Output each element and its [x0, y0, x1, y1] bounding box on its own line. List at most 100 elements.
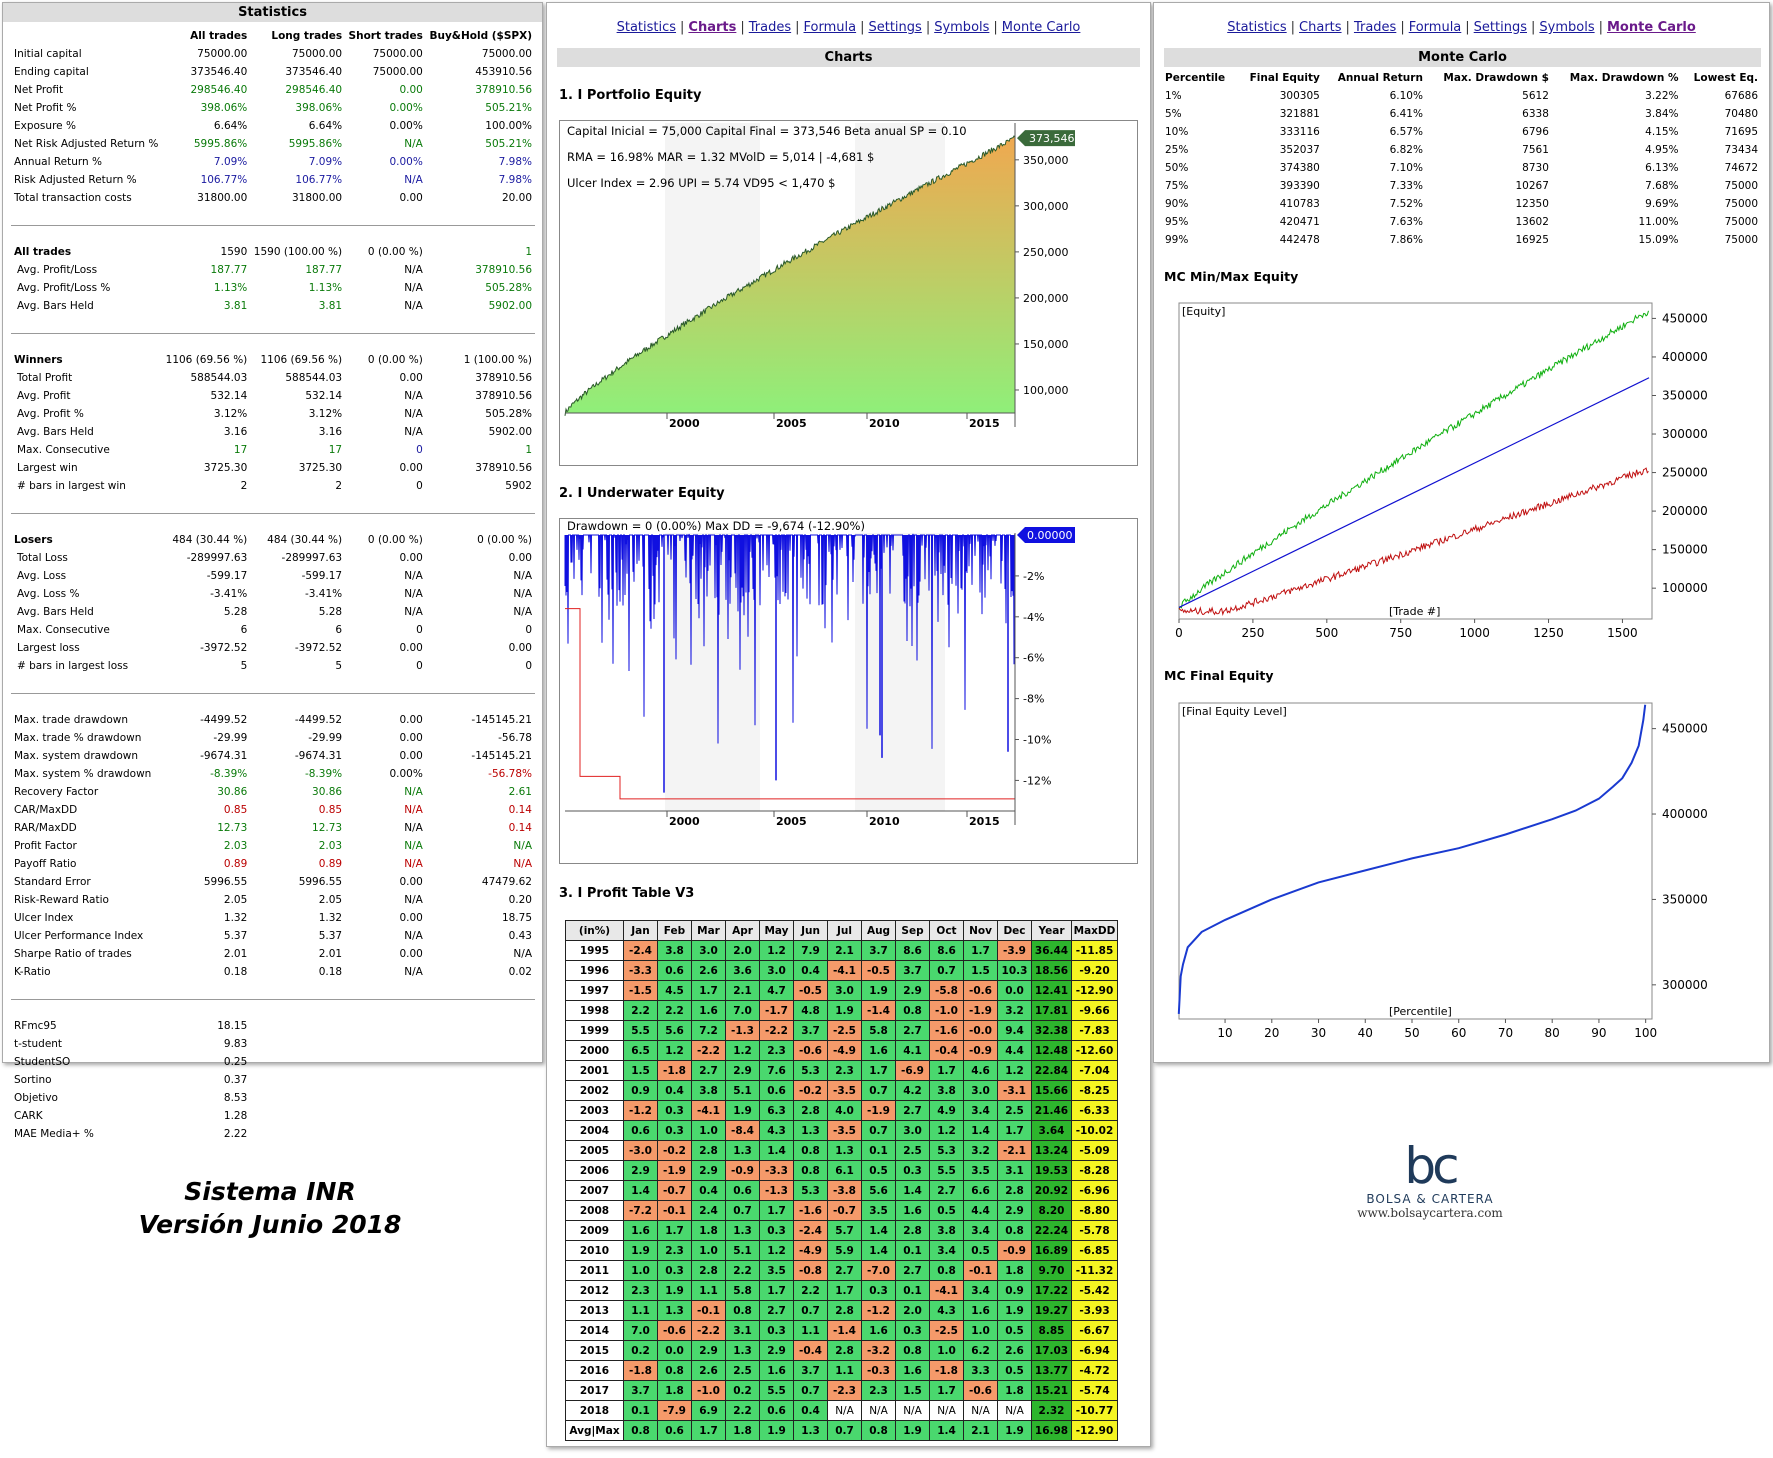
profit-cell: 1.4	[929, 1420, 964, 1441]
nav-link-charts[interactable]: Charts	[1299, 20, 1342, 35]
stats-value: 1	[525, 444, 532, 456]
profit-cell: N/A	[963, 1400, 998, 1421]
stats-value: N/A	[404, 264, 423, 276]
stats-value: 2.01	[223, 948, 248, 960]
stats-gap	[11, 225, 535, 243]
stats-row: Avg. Bars Held 3.81 3.81 N/A 5902.00	[11, 297, 535, 315]
profit-cell: 0.5	[963, 1240, 998, 1261]
system-title-line1: Sistema INR	[184, 1177, 356, 1206]
profit-cell: 2.8	[895, 1220, 930, 1241]
mc-cell: 6.41%	[1389, 108, 1423, 120]
mc-cell: 374380	[1279, 162, 1320, 174]
profit-cell: 7.2	[691, 1020, 726, 1041]
stats-value	[426, 1071, 535, 1089]
mc-cell: 75000	[1724, 234, 1758, 246]
stats-value	[250, 1107, 345, 1125]
nav-link-trades[interactable]: Trades	[1353, 20, 1397, 35]
stats-label: Avg. Loss	[17, 570, 67, 582]
profit-cell: 1.2	[759, 940, 794, 961]
profit-cell: 1.6	[895, 1360, 930, 1381]
profit-row: 2004 0.6 0.3 1.0 -8.4 4.3 1.3 -3.5 0.7 3.0 1.2 1.4 1…	[565, 1120, 1118, 1141]
profit-cell: -1.9	[861, 1100, 896, 1121]
profit-cell: 13.24	[1031, 1140, 1072, 1161]
stats-value: 0.18	[223, 966, 248, 978]
stats-value: 5902.00	[488, 300, 532, 312]
stats-col-header: Buy&Hold ($SPX)	[429, 30, 532, 42]
profit-cell: 1.0	[963, 1320, 998, 1341]
profit-cell: -7.04	[1071, 1060, 1118, 1081]
nav-link-symbols[interactable]: Symbols	[934, 20, 990, 35]
nav-link-settings[interactable]: Settings	[868, 20, 922, 35]
nav-link-monte-carlo[interactable]: Monte Carlo	[1001, 20, 1081, 35]
profit-cell: 2.8	[827, 1340, 862, 1361]
profit-cell: -0.9	[963, 1040, 998, 1061]
profit-year-cell: 1999	[565, 1020, 624, 1041]
mc-row: 10% 333116 6.57% 6796 4.15% 71695	[1162, 123, 1761, 141]
stats-value	[345, 1125, 426, 1143]
profit-cell: 1.8	[657, 1380, 692, 1401]
profit-row: 2012 2.3 1.9 1.1 5.8 1.7 2.2 1.7 0.3 0.1 -4.1 3.4 0.…	[565, 1280, 1118, 1301]
profit-cell: 2.3	[657, 1240, 692, 1261]
nav-link-statistics[interactable]: Statistics	[1227, 20, 1287, 35]
stats-value: 0.37	[223, 1074, 248, 1086]
nav-link-charts[interactable]: Charts	[688, 20, 737, 35]
profit-cell: 10.3	[997, 960, 1032, 981]
stats-label: Net Risk Adjusted Return %	[14, 138, 159, 150]
nav-link-settings[interactable]: Settings	[1473, 20, 1527, 35]
profit-col-header: Apr	[725, 920, 760, 941]
stats-value	[345, 1017, 426, 1035]
nav-link-symbols[interactable]: Symbols	[1539, 20, 1595, 35]
profit-cell: 5.8	[861, 1020, 896, 1041]
profit-cell: 2.7	[929, 1180, 964, 1201]
profit-year-cell: 2018	[565, 1400, 624, 1421]
stats-value	[250, 1089, 345, 1107]
stats-value: 1	[525, 246, 532, 258]
stats-value: 6	[335, 624, 343, 636]
mc-cell: 5612	[1522, 90, 1549, 102]
stats-value	[345, 1053, 426, 1071]
stats-value: 0	[416, 660, 423, 672]
profit-cell: -0.6	[963, 980, 998, 1001]
profit-col-header: Oct	[929, 920, 964, 941]
x-tick-label: 1250	[1533, 626, 1564, 640]
statistics-panel: Statistics All trades Long trades Short tr…	[2, 2, 543, 1140]
profit-year-cell: 2014	[565, 1320, 624, 1341]
profit-cell: -5.78	[1071, 1220, 1118, 1241]
nav-separator: |	[860, 20, 865, 35]
profit-cell: 3.0	[759, 960, 794, 981]
stats-value: N/A	[404, 858, 423, 870]
nav-link-trades[interactable]: Trades	[748, 20, 792, 35]
mc-row: 50% 374380 7.10% 8730 6.13% 74672	[1162, 159, 1761, 177]
profit-year-cell: 2013	[565, 1300, 624, 1321]
profit-cell: 2.1	[827, 940, 862, 961]
profit-cell: 0.7	[861, 1080, 896, 1101]
profit-cell: 0.3	[657, 1100, 692, 1121]
mc-cell: 1%	[1165, 90, 1182, 102]
profit-cell: -1.6	[793, 1200, 828, 1221]
profit-cell: 0.3	[657, 1120, 692, 1141]
profit-cell: 1.8	[691, 1220, 726, 1241]
stats-value: -289997.63	[281, 552, 343, 564]
profit-col-header: MaxDD	[1071, 920, 1118, 941]
nav-link-formula[interactable]: Formula	[1408, 20, 1462, 35]
stats-label: Net Profit	[14, 84, 64, 96]
profit-cell: 3.8	[657, 940, 692, 961]
profit-cell: -9.66	[1071, 1000, 1118, 1021]
stats-value	[426, 1017, 535, 1035]
profit-cell: 6.6	[963, 1180, 998, 1201]
stats-value	[426, 1125, 535, 1143]
nav-link-statistics[interactable]: Statistics	[616, 20, 677, 35]
profit-cell: 8.20	[1031, 1200, 1072, 1221]
stats-separator	[11, 207, 535, 226]
stats-label: Avg. Profit/Loss	[17, 264, 98, 276]
nav-link-monte-carlo[interactable]: Monte Carlo	[1606, 20, 1696, 35]
nav-link-formula[interactable]: Formula	[803, 20, 857, 35]
charts-title: Charts	[557, 48, 1140, 67]
profit-cell: 4.4	[997, 1040, 1032, 1061]
system-title-line2: Versión Junio 2018	[138, 1210, 402, 1239]
stats-value: 1106 (69.56 %)	[260, 354, 343, 366]
stats-label: Ulcer Index	[14, 912, 74, 924]
profit-cell: 1.9	[725, 1100, 760, 1121]
profit-row: 1999 5.5 5.6 7.2 -1.3 -2.2 3.7 -2.5 5.8 2.7 -1.6 -0…	[565, 1020, 1118, 1041]
stats-value: N/A	[404, 840, 423, 852]
